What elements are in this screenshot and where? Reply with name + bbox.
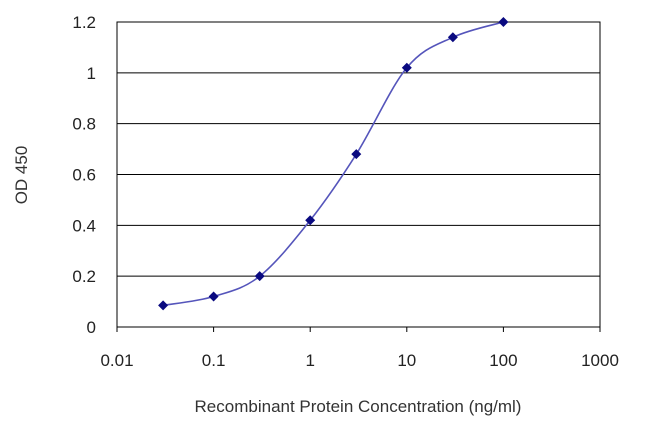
y-tick-label: 0.6 — [72, 166, 96, 185]
x-tick-label: 1 — [305, 351, 314, 370]
y-tick-label: 0.4 — [72, 216, 96, 235]
plot-border — [116, 21, 601, 328]
x-tick-label: 0.01 — [100, 351, 133, 370]
data-point — [158, 300, 169, 311]
x-axis-title: Recombinant Protein Concentration (ng/ml… — [195, 397, 522, 416]
y-tick-label: 0 — [87, 318, 96, 337]
plot-frame — [116, 21, 601, 332]
series-line-layer — [162, 21, 504, 307]
x-tick-label: 100 — [489, 351, 517, 370]
data-point — [401, 62, 412, 73]
data-point — [254, 271, 265, 282]
y-tick-labels: 0 0.2 0.4 0.6 0.8 1 1.2 — [72, 13, 96, 337]
y-tick-label: 0.2 — [72, 267, 96, 286]
data-point — [351, 149, 362, 160]
data-point — [208, 291, 219, 302]
y-axis-title: OD 450 — [12, 146, 31, 205]
y-tick-label: 0.8 — [72, 115, 96, 134]
series-line — [162, 21, 504, 307]
data-point — [305, 215, 316, 226]
data-point — [447, 32, 458, 43]
data-point — [498, 17, 509, 27]
x-tick-label: 0.1 — [202, 351, 226, 370]
y-tick-label: 1 — [87, 64, 96, 83]
x-tick-labels: 0.01 0.1 1 10 100 1000 — [100, 351, 618, 370]
x-tick-label: 10 — [397, 351, 416, 370]
y-tick-label: 1.2 — [72, 13, 96, 32]
series-points-layer — [158, 17, 509, 311]
x-tick-label: 1000 — [581, 351, 619, 370]
